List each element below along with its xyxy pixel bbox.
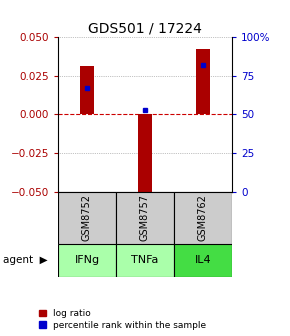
Legend: log ratio, percentile rank within the sample: log ratio, percentile rank within the sa…	[39, 309, 206, 330]
Text: TNFa: TNFa	[131, 255, 159, 265]
Text: GSM8752: GSM8752	[82, 194, 92, 241]
Bar	[116, 244, 174, 277]
Title: GDS501 / 17224: GDS501 / 17224	[88, 22, 202, 36]
Text: GSM8762: GSM8762	[198, 194, 208, 241]
Bar	[174, 192, 232, 244]
Bar	[196, 49, 210, 114]
Bar	[174, 244, 232, 277]
Text: IFNg: IFNg	[75, 255, 99, 265]
Text: agent  ▶: agent ▶	[3, 255, 48, 265]
Text: IL4: IL4	[195, 255, 211, 265]
Bar	[138, 114, 152, 198]
Bar	[80, 66, 94, 114]
Bar	[58, 192, 116, 244]
Text: GSM8757: GSM8757	[140, 194, 150, 241]
Bar	[116, 192, 174, 244]
Bar	[58, 244, 116, 277]
